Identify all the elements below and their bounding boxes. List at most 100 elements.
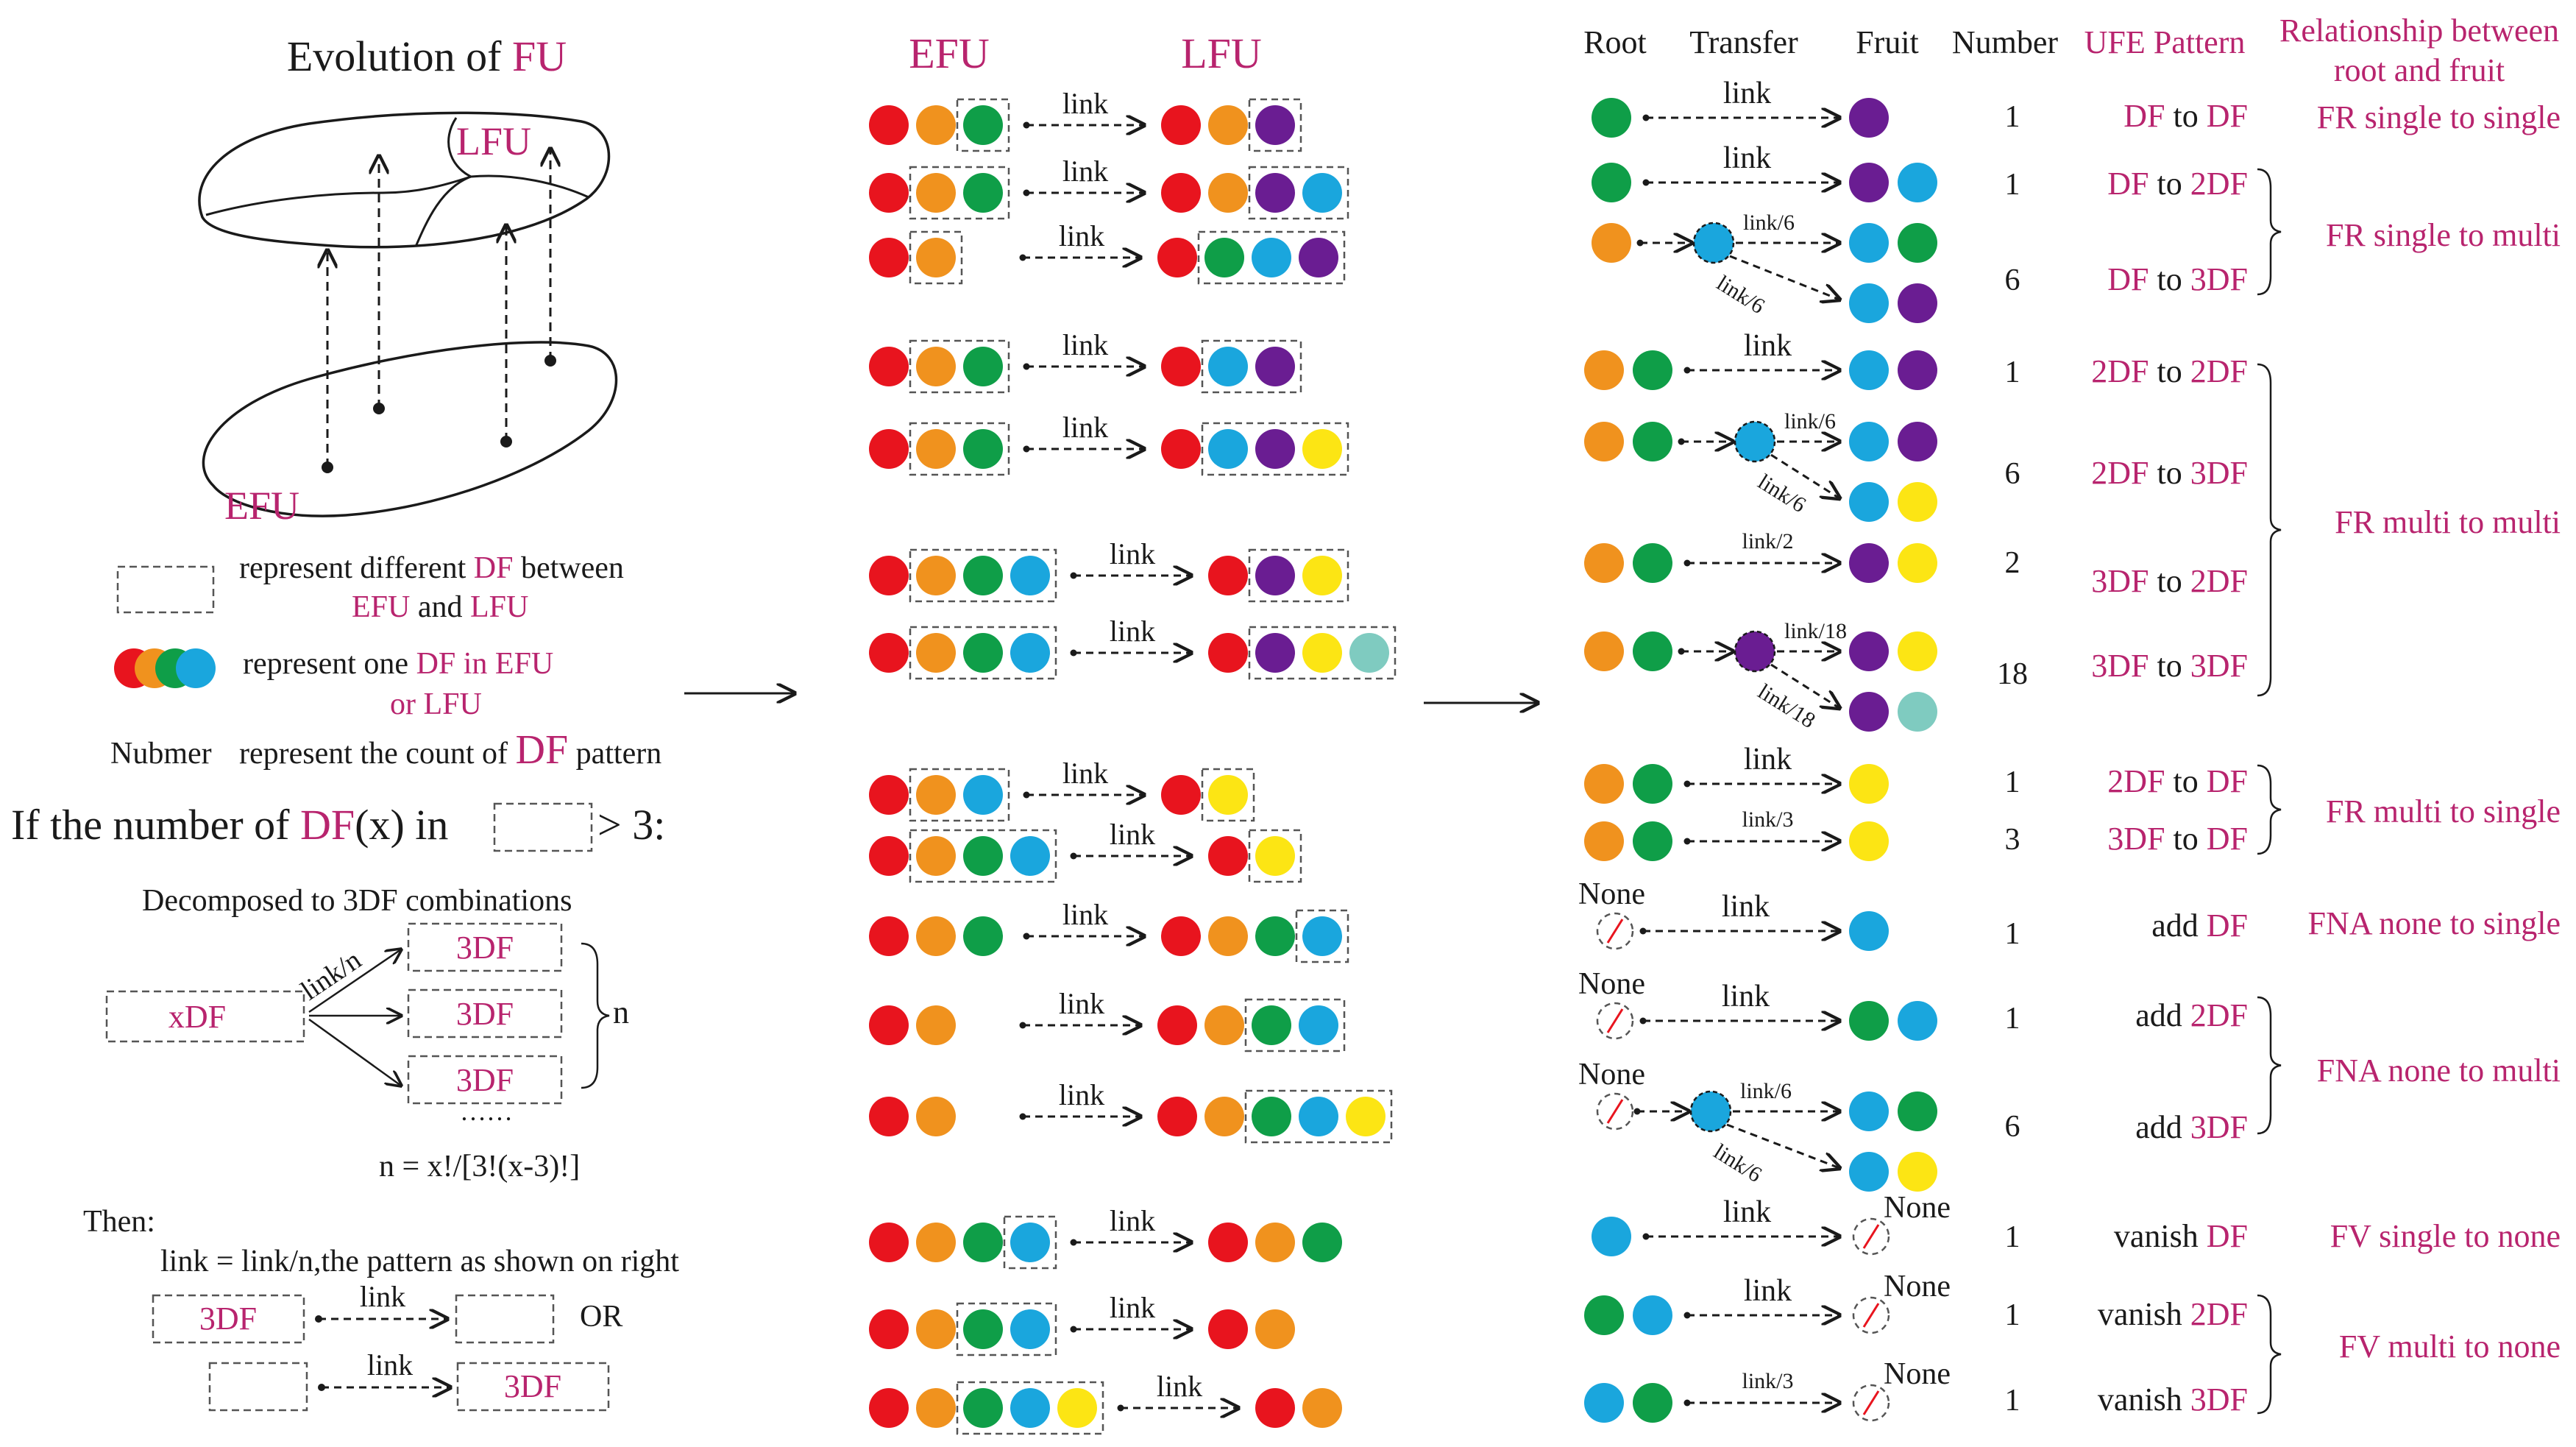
ufe-pattern: add 3DF: [2135, 1109, 2248, 1145]
transfer-link-label: link: [1062, 87, 1108, 120]
then-box-1: [152, 1294, 305, 1344]
lfu-yellow-dot: [1346, 1097, 1385, 1136]
ufe-pattern: 2DF to 2DF: [2091, 353, 2248, 389]
lfu-changed-df-box: [1201, 422, 1349, 476]
lfu-cyan-dot: [1208, 347, 1248, 386]
fruit-purple-dot: [1898, 283, 1937, 323]
efu-changed-df-box: [909, 339, 1010, 394]
efu-cyan-dot: [1010, 1388, 1050, 1428]
lfu-ridge-2: [205, 174, 589, 216]
group-brace: [2257, 1294, 2282, 1415]
lfu-purple-dot: [1255, 347, 1295, 386]
ufe-pattern: vanish 2DF: [2098, 1296, 2248, 1332]
lfu-red-dot: [1208, 836, 1248, 876]
pattern-row: link/3 None 1 vanish 3DF: [1584, 1357, 2248, 1423]
fruit-none-label: None: [1884, 1357, 1951, 1391]
ufe-part: add: [2135, 997, 2190, 1033]
lfu-red-dot: [1161, 105, 1201, 145]
ufe-part: to: [2165, 98, 2207, 134]
ufe-pattern: DF to 3DF: [2107, 261, 2248, 297]
pattern-number: 6: [2005, 457, 2020, 491]
transfer-rows: link link link link link link link link link link…: [869, 87, 1397, 1435]
root-green-dot: [1633, 1383, 1672, 1423]
legend-dots-text: represent one DF in EFU: [243, 647, 553, 681]
fruit-cyan-dot: [1849, 911, 1889, 951]
pattern-row: link 1 DF to DF: [1592, 77, 2248, 138]
ufe-part: vanish: [2114, 1218, 2207, 1254]
fruit-none-mark-slash: [1862, 1390, 1880, 1415]
hub-arrow-2: [1726, 1123, 1839, 1168]
transfer-link-label: link: [1062, 898, 1108, 931]
relationship-text: single to none: [2371, 1218, 2561, 1254]
transfer-link-label: link: [1723, 141, 1771, 175]
legend-dots-text-2: or LFU: [390, 687, 482, 721]
transfer-link-label: link: [1110, 1291, 1155, 1324]
transfer-row: link: [869, 1078, 1393, 1144]
ufe-pattern: 3DF to 3DF: [2091, 648, 2248, 684]
group-brace: [2257, 168, 2282, 296]
transfer-link-label: link: [1110, 818, 1155, 851]
lfu-orange-dot: [1255, 1223, 1295, 1262]
transfer-row: link: [869, 219, 1346, 285]
lfu-red-dot: [1161, 429, 1201, 469]
pattern-number: 3: [2005, 823, 2020, 857]
root-orange-dot: [1584, 543, 1624, 583]
relationship-label: FR single to multi: [2326, 217, 2561, 253]
lfu-changed-df-box: [1248, 98, 1302, 152]
efu-changed-df-box: [909, 548, 1057, 603]
hub-arrow-2: [1770, 663, 1839, 708]
efu-green-dot: [963, 429, 1003, 469]
lfu-teal-dot: [1349, 633, 1389, 673]
transfer-link-label: link: [1059, 1078, 1104, 1111]
lfu-orange-dot: [1255, 1309, 1295, 1349]
then-arrow-2-label: link: [367, 1348, 413, 1381]
transfer-link-label: link: [1062, 155, 1108, 188]
ufe-part: add: [2135, 1109, 2190, 1145]
three-df-label-1: 3DF: [456, 930, 514, 966]
root-none-mark-slash: [1606, 1099, 1624, 1124]
ufe-part: DF: [2207, 1218, 2248, 1254]
efu-changed-df-box: [1003, 1215, 1057, 1270]
relationship-label: FV multi to none: [2339, 1329, 2561, 1365]
three-df-box-2: [407, 988, 563, 1039]
efu-changed-df-box: [956, 1302, 1057, 1356]
lfu-cyan-dot: [1252, 238, 1291, 277]
transfer-link-label: link: [1744, 329, 1792, 363]
fruit-yellow-dot: [1898, 1152, 1937, 1192]
ufe-part: 3DF: [2190, 1109, 2248, 1145]
efu-red-dot: [869, 556, 909, 595]
ufe-part: 2DF: [2190, 353, 2248, 389]
rule-dashed-box: [493, 802, 593, 852]
ufe-pattern: 3DF to 2DF: [2091, 563, 2248, 599]
transfer-link-label: link: [1110, 537, 1155, 570]
pattern-number: 1: [2005, 1220, 2020, 1254]
efu-orange-dot: [916, 1388, 956, 1428]
root-green-dot: [1592, 163, 1631, 202]
relationship-text: multi to multi: [2374, 504, 2561, 540]
relationship-text: single to single: [2357, 99, 2561, 135]
pattern-row: None link 1 add DF: [1578, 877, 2248, 951]
lfu-red-dot: [1255, 1388, 1295, 1428]
transfer-row: link: [869, 155, 1349, 220]
root-green-dot: [1592, 98, 1631, 138]
figure-title: Evolution of FU: [287, 32, 567, 80]
efu-yellow-dot: [1057, 1388, 1097, 1428]
fruit-none-mark-slash: [1862, 1224, 1880, 1249]
evolution-arrows: [327, 149, 550, 467]
fruit-cyan-dot: [1849, 482, 1889, 522]
relationship-code: FR: [2326, 793, 2366, 829]
transfer-link-label: link: [1062, 328, 1108, 361]
n-brace: [581, 942, 610, 1089]
hub-link-label-2: link/18: [1753, 679, 1820, 733]
three-df-label-3: 3DF: [456, 1062, 514, 1098]
ufe-part: DF: [2207, 763, 2248, 799]
root-green-dot: [1633, 350, 1672, 390]
transfer-row: link: [869, 987, 1346, 1052]
ufe-part: DF: [2207, 98, 2248, 134]
hub-purple-dot: [1734, 630, 1776, 673]
pattern-row: link/6 link/6 6 2DF to 3DF: [1584, 409, 2248, 522]
root-cyan-dot: [1592, 1217, 1631, 1256]
pattern-row: link/18 link/18 18 3DF to 3DF: [1584, 619, 2248, 733]
fruit-purple-dot: [1849, 631, 1889, 671]
lfu-red-dot: [1208, 1309, 1248, 1349]
